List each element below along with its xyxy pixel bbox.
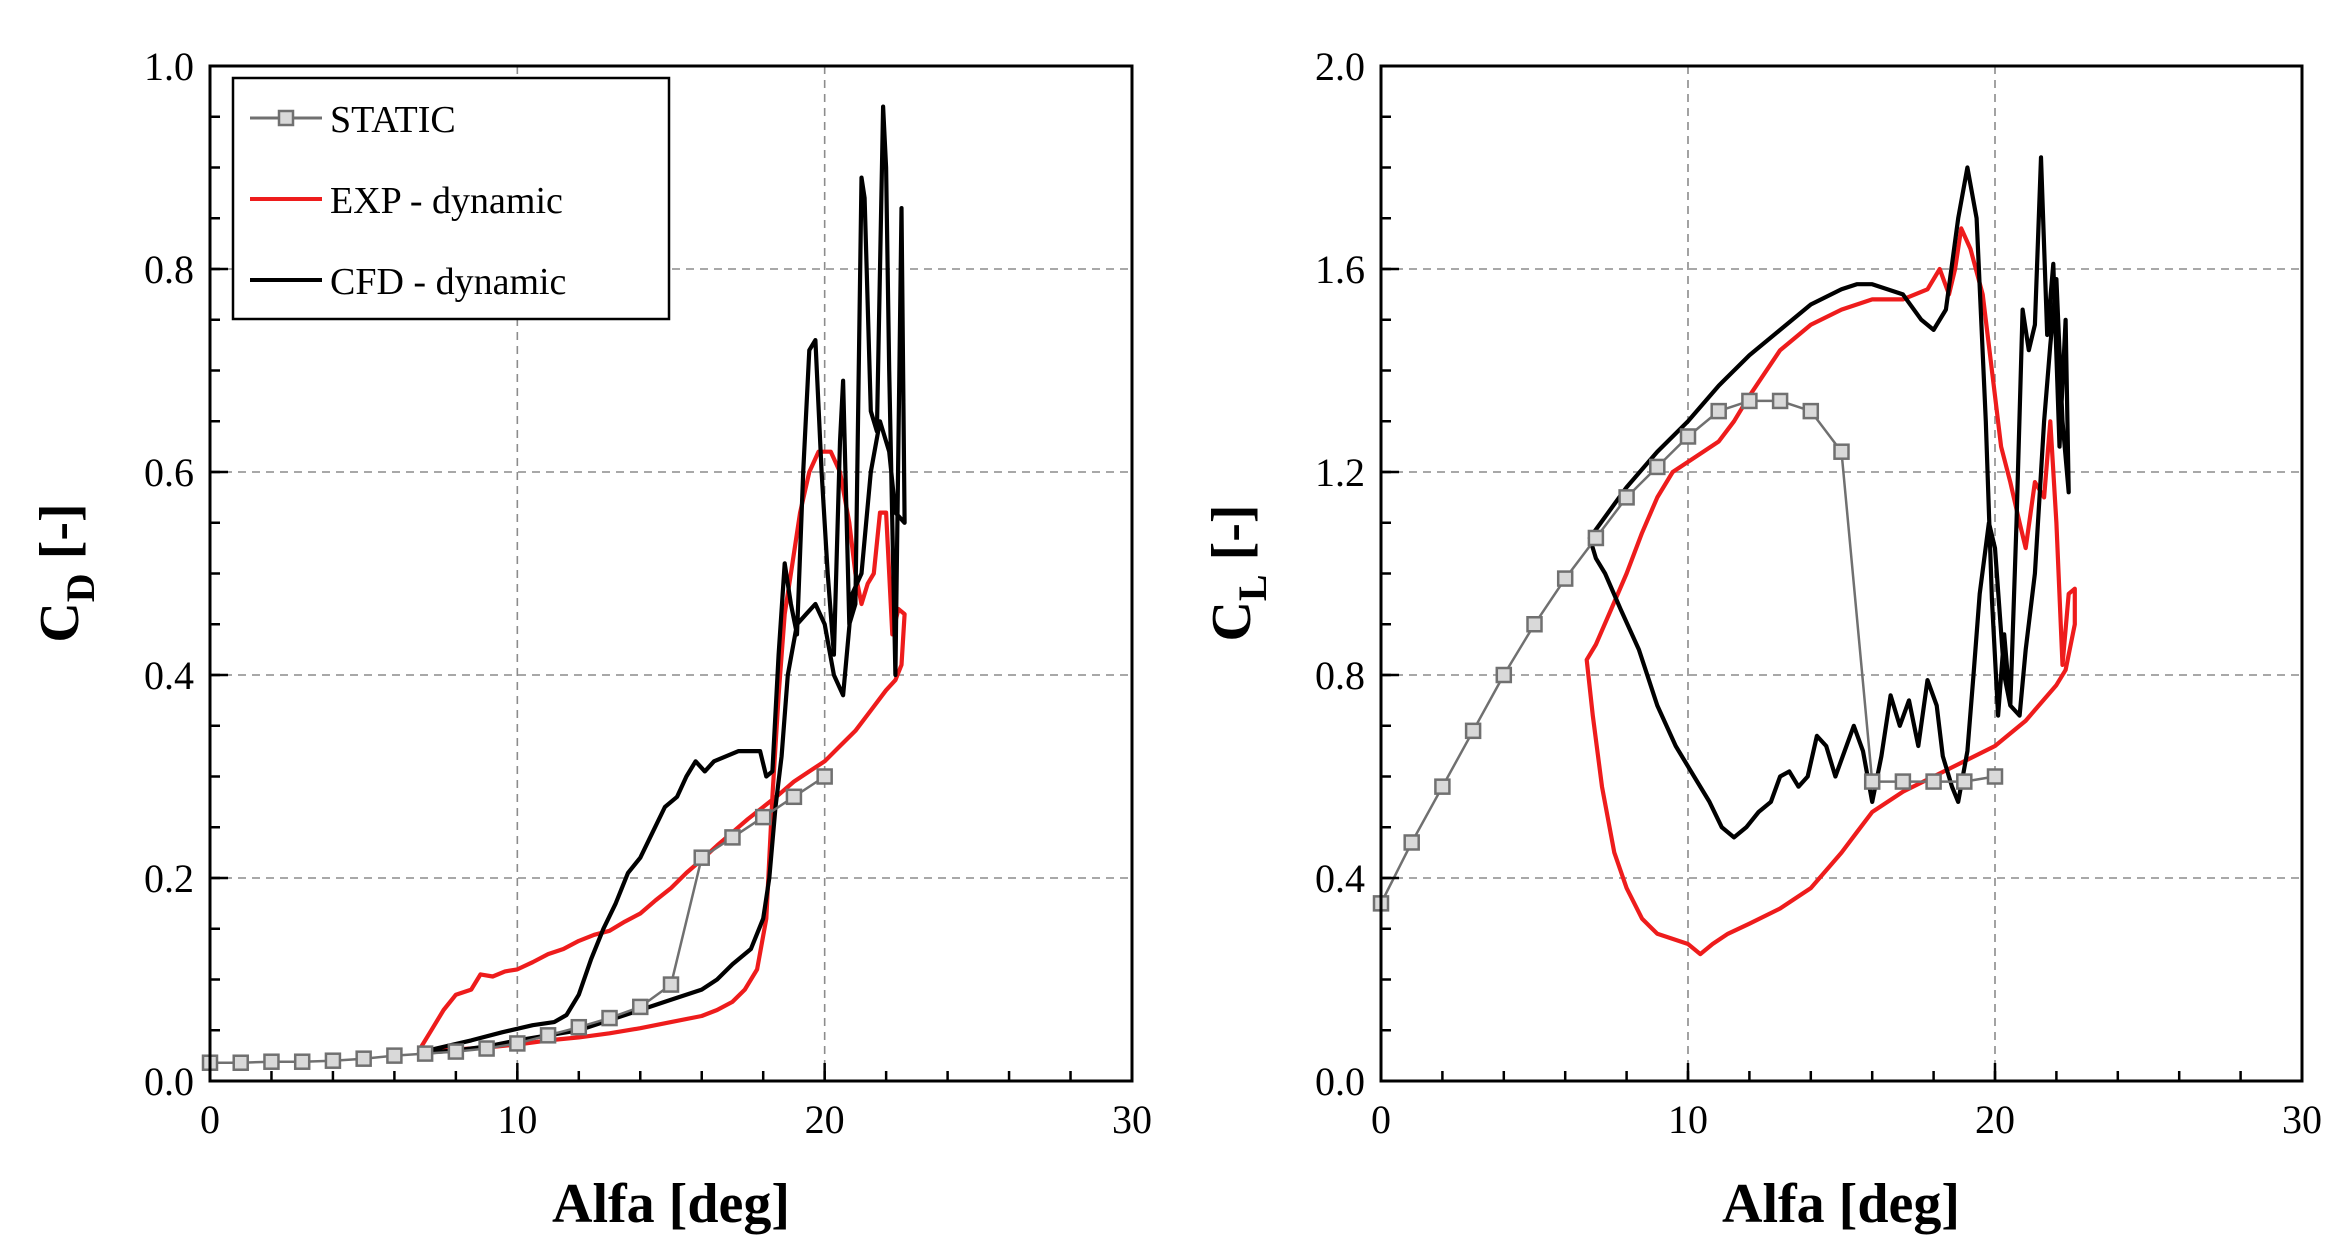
drag-marker-static xyxy=(539,1027,557,1044)
lift-x-tick-label: 20 xyxy=(1975,1097,2015,1142)
lift-marker-static xyxy=(1710,402,1727,420)
drag-marker-static xyxy=(570,1018,588,1036)
lift-ticks: 0 10 20 30 0.0 0.4 0.8 1.2 1.6 2.0 xyxy=(1315,44,2322,1142)
drag-line-exp xyxy=(416,449,907,1053)
drag-line-cfd xyxy=(416,104,907,1055)
lift-y-tick-label: 1.6 xyxy=(1315,247,1365,292)
drag-y-axis-title-main: C xyxy=(29,602,91,642)
drag-marker-static xyxy=(662,976,680,993)
drag-y-tick-label: 0.6 xyxy=(144,450,194,495)
drag-x-axis-title: Alfa [deg] xyxy=(552,1173,790,1235)
legend-marker-static xyxy=(277,109,295,127)
lift-marker-static xyxy=(1833,443,1850,460)
lift-marker-static xyxy=(1894,773,1912,790)
lift-line-exp xyxy=(1584,226,2077,957)
lift-x-axis-title: Alfa [deg] xyxy=(1722,1173,1960,1235)
drag-y-tick-label: 0.0 xyxy=(144,1059,194,1104)
lift-y-tick-label: 1.2 xyxy=(1315,450,1365,495)
drag-x-tick-label: 0 xyxy=(200,1097,220,1142)
lift-marker-static xyxy=(1771,392,1789,410)
drag-series xyxy=(201,104,907,1071)
lift-marker-static xyxy=(1434,778,1451,795)
lift-marker-static xyxy=(1741,392,1758,410)
lift-y-tick-label: 0.8 xyxy=(1315,653,1365,698)
drag-marker-static xyxy=(324,1052,342,1069)
lift-marker-static xyxy=(1925,773,1942,790)
lift-marker-static xyxy=(1556,570,1574,587)
lift-marker-static xyxy=(1956,773,1973,790)
drag-y-axis-title: CD [-] xyxy=(29,503,103,642)
drag-marker-static xyxy=(509,1035,526,1052)
drag-marker-static xyxy=(754,808,772,826)
lift-marker-static xyxy=(1618,489,1635,506)
lift-marker-static xyxy=(1802,402,1820,420)
drag-marker-static xyxy=(785,788,803,806)
legend-label-exp: EXP - dynamic xyxy=(330,180,563,222)
drag-x-tick-label: 20 xyxy=(805,1097,845,1142)
lift-marker-static xyxy=(1403,834,1420,851)
drag-marker-static xyxy=(416,1045,434,1062)
lift-marker-static xyxy=(1679,428,1697,445)
lift-marker-static xyxy=(1495,666,1513,684)
drag-y-axis-title-unit: [-] xyxy=(29,503,91,573)
drag-marker-static xyxy=(232,1054,249,1071)
lift-series xyxy=(1372,155,2077,957)
drag-marker-static xyxy=(447,1043,465,1060)
drag-marker-static xyxy=(355,1050,372,1067)
lift-x-tick-label: 10 xyxy=(1668,1097,1708,1142)
drag-y-tick-label: 0.4 xyxy=(144,653,194,698)
lift-y-axis-title: CL [-] xyxy=(1201,504,1275,641)
lift-marker-static xyxy=(1464,722,1482,740)
lift-marker-static xyxy=(1526,616,1543,633)
drag-y-axis-title-subscript: D xyxy=(58,573,103,602)
drag-marker-static xyxy=(478,1040,495,1057)
lift-marker-static xyxy=(1649,458,1666,476)
legend: STATIC EXP - dynamic CFD - dynamic xyxy=(231,76,671,321)
lift-y-tick-label: 0.4 xyxy=(1315,856,1365,901)
lift-marker-static xyxy=(1587,529,1605,547)
lift-line-cfd xyxy=(1587,155,2071,840)
drag-marker-static xyxy=(693,849,710,866)
drag-marker-static xyxy=(601,1009,618,1027)
lift-y-tick-label: 2.0 xyxy=(1315,44,1365,89)
legend-label-static: STATIC xyxy=(330,99,456,141)
drag-y-tick-label: 0.8 xyxy=(144,247,194,292)
lift-x-tick-label: 0 xyxy=(1371,1097,1391,1142)
drag-marker-static xyxy=(724,829,741,846)
drag-ticks: 0 10 20 30 0.0 0.2 0.4 0.6 0.8 1.0 xyxy=(144,44,1152,1142)
lift-y-tick-label: 0.0 xyxy=(1315,1059,1365,1104)
drag-x-tick-label: 10 xyxy=(497,1097,537,1142)
drag-marker-static xyxy=(293,1053,311,1070)
lift-y-axis-title-unit: [-] xyxy=(1201,504,1263,574)
lift-marker-static xyxy=(1986,768,2004,785)
drag-marker-static xyxy=(632,998,649,1016)
lift-marker-static xyxy=(1863,773,1881,790)
drag-marker-static xyxy=(816,768,833,785)
drag-x-tick-label: 30 xyxy=(1112,1097,1152,1142)
lift-x-tick-label: 30 xyxy=(2282,1097,2322,1142)
drag-marker-static xyxy=(386,1047,403,1064)
drag-y-tick-label: 1.0 xyxy=(144,44,194,89)
drag-marker-static xyxy=(263,1053,280,1070)
drag-chart: 0 10 20 30 0.0 0.2 0.4 0.6 0.8 1.0 Alfa [deg] CD … xyxy=(29,44,1152,1235)
lift-y-axis-title-main: C xyxy=(1201,601,1263,641)
drag-y-tick-label: 0.2 xyxy=(144,856,194,901)
lift-chart: 0 10 20 30 0.0 0.4 0.8 1.2 1.6 2.0 Alfa [deg] CL … xyxy=(1201,44,2322,1235)
lift-y-axis-title-subscript: L xyxy=(1230,574,1275,601)
legend-label-cfd: CFD - dynamic xyxy=(330,261,566,303)
